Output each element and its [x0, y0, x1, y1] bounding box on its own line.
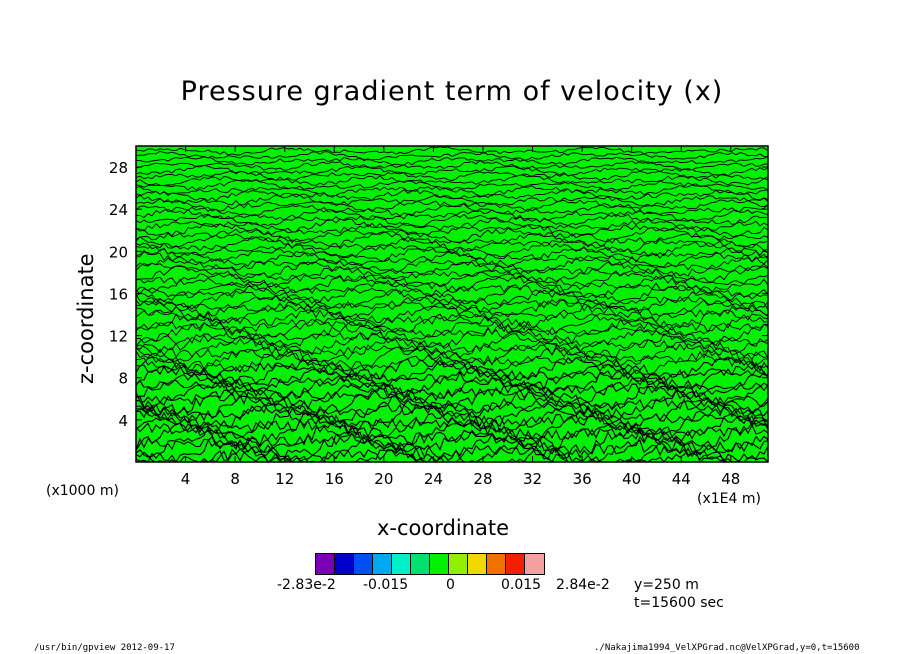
contour-line: [135, 294, 769, 315]
colorbar-cell: [430, 554, 449, 574]
colorbar-label-low: -0.015: [363, 577, 409, 593]
y-axis-label: z-coordinate: [74, 253, 98, 384]
x-tick-label: 4: [181, 470, 191, 488]
contour-line: [135, 356, 769, 381]
colorbar: [315, 553, 545, 575]
contour-line: [135, 265, 769, 285]
annotation-y: y=250 m: [634, 577, 699, 593]
contour-line: [135, 365, 769, 391]
footer-left: /usr/bin/gpview 2012-09-17: [34, 643, 175, 653]
colorbar-cell: [354, 554, 373, 574]
colorbar-label-max: 2.84e-2: [556, 577, 610, 593]
colorbar-label-zero: 0: [446, 577, 455, 593]
annotation-t: t=15600 sec: [634, 595, 724, 611]
contour-line: [135, 288, 769, 310]
y-tick-label: 12: [109, 328, 128, 346]
y-tick-label: 20: [109, 243, 128, 261]
x-axis-ticks: 4 8 12 16 20 24 28 32 36 40 44 48: [181, 146, 740, 488]
contour-line: [135, 351, 769, 376]
footer-right: ./Nakajima1994_VelXPGrad.nc@VelXPGrad,y=…: [594, 643, 860, 653]
contour-line: [135, 270, 769, 289]
contour-line: [136, 150, 769, 161]
colorbar-cell: [487, 554, 506, 574]
x-axis-unit: (x1E4 m): [697, 491, 761, 507]
contour-line: [135, 307, 769, 331]
contour-line: [135, 320, 769, 347]
contour-line: [135, 284, 769, 305]
x-tick-label: 20: [374, 470, 393, 488]
colorbar-label-high: 0.015: [501, 577, 542, 593]
contour-line: [135, 331, 769, 357]
colorbar-cell: [525, 554, 544, 574]
y-tick-label: 28: [109, 159, 128, 177]
x-tick-label: 32: [523, 470, 542, 488]
y-tick-label: 16: [109, 285, 128, 303]
contour-line: [135, 146, 769, 156]
contour-line: [135, 222, 769, 238]
contour-line: [135, 391, 769, 424]
contour-line: [135, 387, 769, 417]
contour-line: [135, 412, 769, 442]
contour-line: [135, 254, 769, 275]
contour-line: [135, 216, 769, 233]
contour-line: [135, 359, 769, 388]
colorbar-cell: [468, 554, 487, 574]
x-tick-label: 8: [230, 470, 240, 488]
contour-line: [135, 156, 769, 166]
y-tick-label: 24: [109, 201, 128, 219]
x-tick-label: 40: [622, 470, 641, 488]
plot-frame: [135, 145, 769, 463]
colorbar-cell: [506, 554, 525, 574]
contour-line: [135, 426, 769, 460]
contour-line: [135, 227, 769, 244]
y-tick-label: 4: [118, 412, 128, 430]
colorbar-cell: [373, 554, 392, 574]
contour-line: [135, 208, 769, 223]
colorbar-cell: [411, 554, 430, 574]
contour-line: [135, 313, 769, 336]
contour-line: [135, 341, 769, 366]
contour-line: [135, 384, 769, 413]
contour-line: [135, 184, 769, 197]
x-tick-label: 16: [325, 470, 344, 488]
colorbar-label-min: -2.83e-2: [277, 577, 336, 593]
x-axis-label: x-coordinate: [377, 516, 510, 540]
contour-line: [135, 250, 769, 269]
contour-line: [135, 279, 769, 300]
x-tick-label: 36: [573, 470, 592, 488]
contour-line: [135, 159, 769, 171]
contour-line: [135, 188, 769, 202]
contour-line: [135, 235, 769, 253]
contour-lines: [135, 146, 769, 464]
colorbar-cell: [449, 554, 468, 574]
contour-line: [135, 179, 769, 191]
contour-line: [135, 298, 769, 321]
contour-line: [135, 420, 769, 453]
colorbar-cell: [335, 554, 354, 574]
contour-line: [135, 369, 769, 398]
y-tick-label: 8: [118, 370, 128, 388]
y-axis-unit: (x1000 m): [46, 483, 119, 499]
contour-line: [135, 260, 769, 279]
contour-line: [135, 193, 769, 208]
contour-line: [135, 213, 769, 228]
chart-title: Pressure gradient term of velocity (x): [180, 76, 724, 107]
colorbar-cell: [316, 554, 335, 574]
y-axis-ticks: 4 8 12 16 20 24 28: [109, 159, 768, 430]
contour-line: [135, 164, 769, 177]
x-tick-label: 44: [672, 470, 691, 488]
x-tick-label: 12: [275, 470, 294, 488]
colorbar-cell: [392, 554, 411, 574]
x-tick-label: 48: [721, 470, 740, 488]
x-tick-label: 24: [424, 470, 443, 488]
contour-line: [135, 374, 769, 401]
x-tick-label: 28: [473, 470, 492, 488]
contour-line: [135, 174, 769, 186]
